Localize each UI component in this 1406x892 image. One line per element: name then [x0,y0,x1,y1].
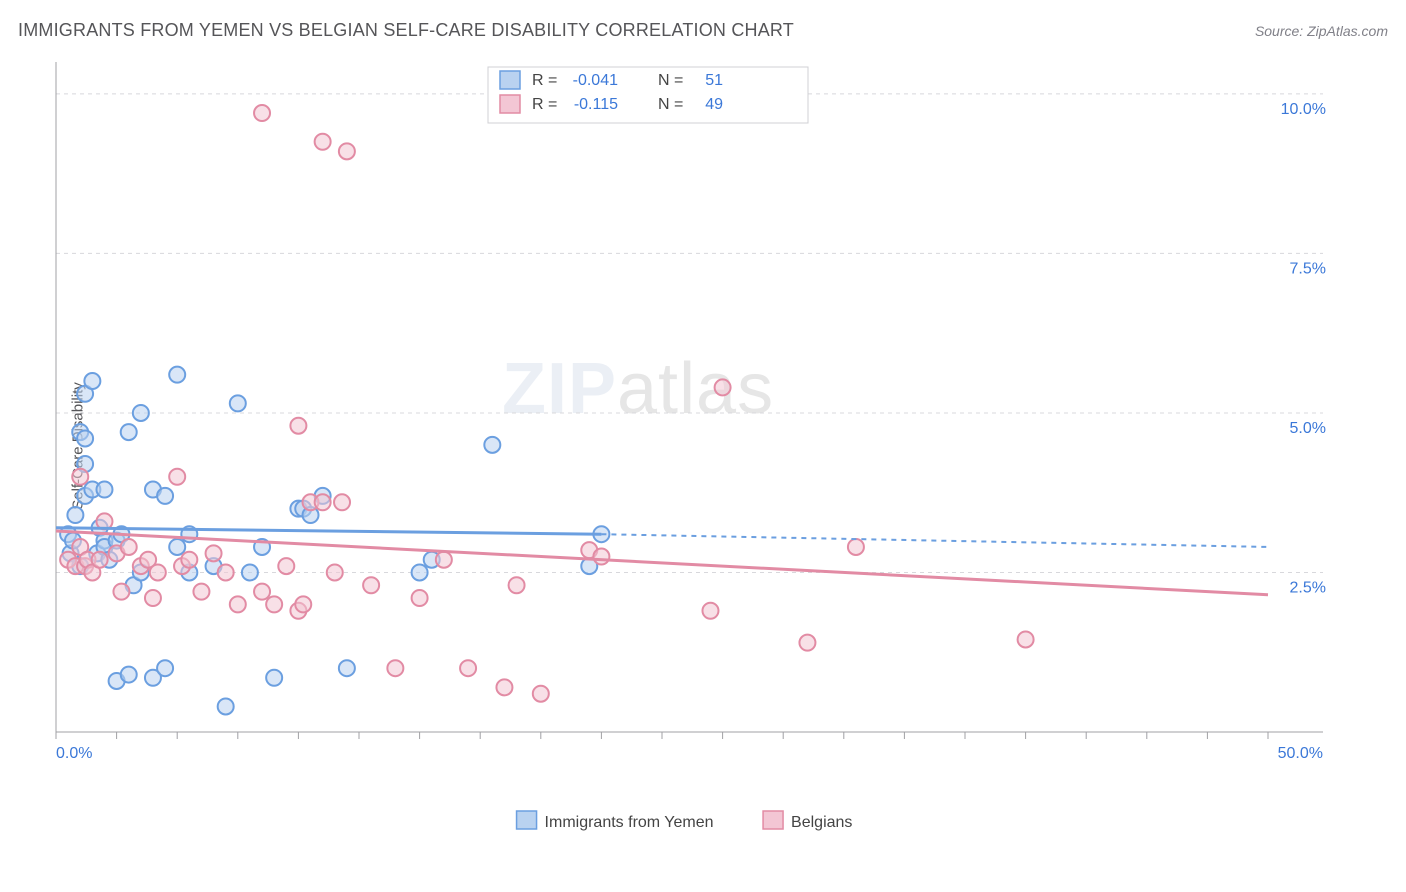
scatter-chart: ZIPatlas 2.5% 5.0% 7.5% 10.0% 0.0% 50.0% R = -0.… [48,62,1338,822]
y-tick-label: 2.5% [1290,579,1326,596]
legend-series-label: Belgians [791,814,852,831]
data-point [412,590,428,606]
data-point [254,584,270,600]
data-point [84,373,100,389]
legend-swatch [517,811,537,829]
data-point [169,469,185,485]
legend-r-value: -0.115 [574,96,618,113]
data-point [278,558,294,574]
data-point [77,430,93,446]
data-point [387,660,403,676]
data-point [113,584,129,600]
data-point [218,698,234,714]
data-point [339,143,355,159]
data-point [169,539,185,555]
data-point [533,686,549,702]
data-point [593,549,609,565]
data-point [266,670,282,686]
regression-line [56,528,601,534]
data-point [460,660,476,676]
x-tick-label: 50.0% [1278,745,1323,762]
regression-line [56,531,1268,595]
data-point [266,596,282,612]
x-tick-label: 0.0% [56,745,92,762]
data-point [339,660,355,676]
data-point [96,482,112,498]
legend-r-label: R = [532,72,557,89]
data-point [484,437,500,453]
data-point [363,577,379,593]
y-tick-label: 7.5% [1290,260,1326,277]
data-point [315,134,331,150]
legend-n-value: 51 [705,72,723,89]
data-point [92,552,108,568]
legend-n-value: 49 [705,96,723,113]
data-point [334,494,350,510]
source-label: Source: ZipAtlas.com [1255,23,1388,39]
data-point [509,577,525,593]
data-point [290,418,306,434]
data-point [436,552,452,568]
data-point [150,564,166,580]
legend-series-label: Immigrants from Yemen [545,814,714,831]
data-point [67,507,83,523]
data-point [230,596,246,612]
legend-r-value: -0.041 [573,72,618,89]
data-point [206,545,222,561]
data-point [315,494,331,510]
data-point [799,635,815,651]
data-point [169,367,185,383]
watermark: ZIPatlas [502,349,774,429]
data-point [848,539,864,555]
data-point [121,424,137,440]
data-point [181,552,197,568]
legend-n-label: N = [658,96,683,113]
data-point [702,603,718,619]
data-point [72,469,88,485]
data-point [121,539,137,555]
data-point [1018,631,1034,647]
data-point [496,679,512,695]
data-point [242,564,258,580]
legend-swatch [500,95,520,113]
data-point [295,596,311,612]
data-point [715,379,731,395]
data-point [327,564,343,580]
regression-line-ext [601,534,1268,547]
legend-n-label: N = [658,72,683,89]
data-point [157,660,173,676]
data-point [121,667,137,683]
legend-swatch [763,811,783,829]
y-tick-label: 10.0% [1281,101,1326,118]
data-point [133,405,149,421]
page-title: IMMIGRANTS FROM YEMEN VS BELGIAN SELF-CA… [18,20,794,41]
data-point [145,590,161,606]
legend-r-label: R = [532,96,557,113]
data-point [193,584,209,600]
data-point [218,564,234,580]
legend-swatch [500,71,520,89]
data-point [157,488,173,504]
data-point [254,105,270,121]
data-point [412,564,428,580]
data-point [230,395,246,411]
y-tick-label: 5.0% [1290,420,1326,437]
